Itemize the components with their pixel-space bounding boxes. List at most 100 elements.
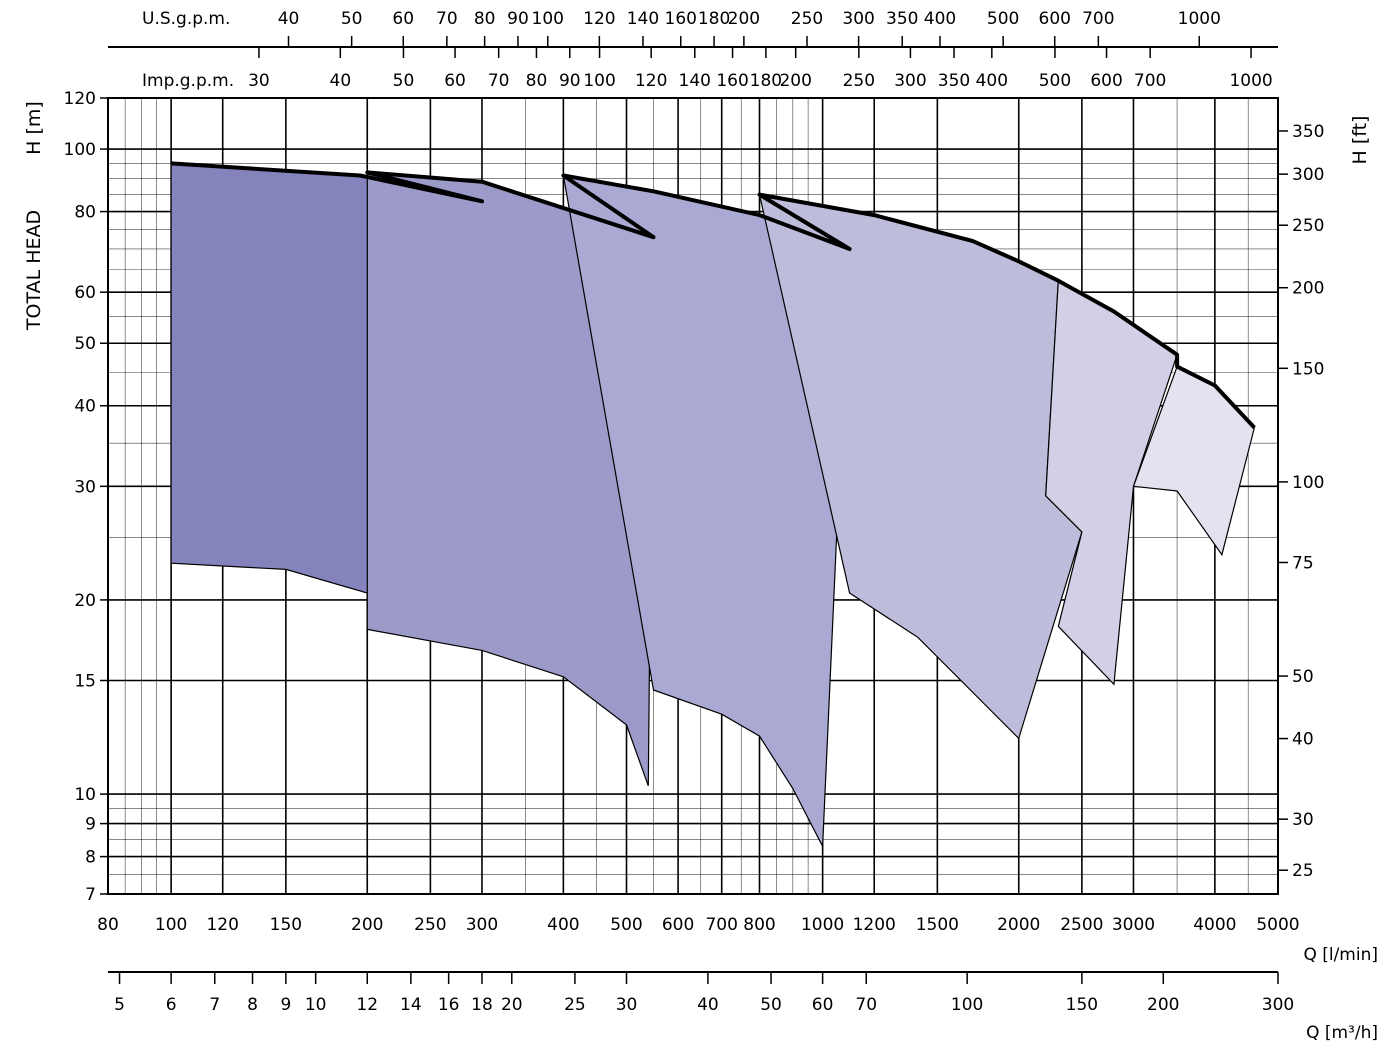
- x-usgpm-tick-label: 80: [474, 9, 496, 29]
- x-impgpm-tick-label: 50: [393, 71, 415, 91]
- x-main-tick-label: 3000: [1112, 915, 1155, 935]
- x-impgpm-tick-label: 140: [679, 71, 711, 91]
- x-m3h-tick-label: 70: [855, 995, 877, 1015]
- envelope-top-curve: [170, 161, 1256, 429]
- y-left-tick-label: 40: [74, 397, 96, 417]
- y-right-tick-label: 350: [1292, 122, 1324, 142]
- x-impgpm-tick-label: 120: [635, 71, 667, 91]
- x-usgpm-tick-label: 400: [924, 9, 956, 29]
- x-usgpm-tick-label: 50: [341, 9, 363, 29]
- x-m3h-tick-label: 14: [400, 995, 422, 1015]
- x-main-unit-label: Q [l/min]: [1303, 945, 1378, 965]
- x-usgpm-tick-label: 1000: [1178, 9, 1221, 29]
- x-m3h-tick-label: 7: [209, 995, 220, 1015]
- y-right-tick-label: 30: [1292, 810, 1314, 830]
- x-usgpm-tick-label: 250: [791, 9, 823, 29]
- y-left-tick-label: 15: [74, 672, 96, 692]
- x-m3h-tick-label: 50: [760, 995, 782, 1015]
- x-main-tick-label: 300: [466, 915, 498, 935]
- y-left-tick-label: 30: [74, 477, 96, 497]
- y-left-tick-label: 20: [74, 591, 96, 611]
- x-main-tick-label: 1000: [801, 915, 844, 935]
- y-right-tick-label: 100: [1292, 473, 1324, 493]
- y-right-tick-label: 150: [1292, 359, 1324, 379]
- x-main-tick-label: 150: [270, 915, 302, 935]
- y-left-tick-label: 80: [74, 203, 96, 223]
- x-impgpm-tick-label: 350: [938, 71, 970, 91]
- x-usgpm-tick-label: 700: [1082, 9, 1114, 29]
- y-axis-title: TOTAL HEAD: [23, 210, 45, 331]
- axes: 7 8 9 10 15 20 30 40 50 60 80 100 120 TOTAL HEAD H [m]…: [23, 9, 1378, 1043]
- x-impgpm-unit-label: Imp.g.p.m.: [142, 71, 234, 91]
- x-usgpm-tick-label: 200: [728, 9, 760, 29]
- x-usgpm-tick-label: 600: [1039, 9, 1071, 29]
- y-left-tick-label: 9: [85, 815, 96, 835]
- plot-frame: [107, 97, 1279, 895]
- y-left-tick-label: 50: [74, 334, 96, 354]
- x-m3h-tick-label: 300: [1262, 995, 1294, 1015]
- x-main-tick-label: 600: [662, 915, 694, 935]
- x-impgpm-tick-label: 180: [750, 71, 782, 91]
- x-impgpm-tick-label: 60: [444, 71, 466, 91]
- x-impgpm-tick-label: 40: [330, 71, 352, 91]
- y-right-unit-label: H [ft]: [1349, 116, 1371, 165]
- x-impgpm-tick-label: 90: [559, 71, 581, 91]
- y-left-tick-label: 10: [74, 785, 96, 805]
- x-m3h-tick-label: 6: [166, 995, 177, 1015]
- x-impgpm-tick-label: 400: [976, 71, 1008, 91]
- y-left-tick-label: 8: [85, 848, 96, 868]
- x-main-tick-label: 100: [155, 915, 187, 935]
- x-main-tick-label: 4000: [1193, 915, 1236, 935]
- x-usgpm-tick-label: 90: [507, 9, 529, 29]
- x-m3h-tick-label: 9: [280, 995, 291, 1015]
- x-main-tick-label: 1200: [853, 915, 896, 935]
- x-impgpm-tick-label: 700: [1134, 71, 1166, 91]
- x-usgpm-tick-label: 140: [627, 9, 659, 29]
- y-left-tick-label: 60: [74, 283, 96, 303]
- y-left-unit-label: H [m]: [23, 101, 45, 155]
- x-main-tick-label: 200: [351, 915, 383, 935]
- x-usgpm-tick-label: 60: [392, 9, 414, 29]
- y-left-tick-label: 100: [64, 140, 96, 160]
- y-right-tick-label: 75: [1292, 553, 1314, 573]
- x-usgpm-tick-label: 300: [842, 9, 874, 29]
- x-m3h-tick-label: 12: [356, 995, 378, 1015]
- x-m3h-tick-label: 5: [114, 995, 125, 1015]
- x-m3h-tick-label: 100: [951, 995, 983, 1015]
- y-right-tick-label: 50: [1292, 667, 1314, 687]
- x-m3h-tick-label: 60: [812, 995, 834, 1015]
- x-main-tick-label: 800: [743, 915, 775, 935]
- x-impgpm-tick-label: 500: [1039, 71, 1071, 91]
- x-m3h-tick-label: 25: [564, 995, 586, 1015]
- x-usgpm-tick-label: 70: [436, 9, 458, 29]
- x-impgpm-tick-label: 100: [583, 71, 615, 91]
- x-m3h-tick-label: 8: [247, 995, 258, 1015]
- x-main-tick-label: 400: [547, 915, 579, 935]
- x-usgpm-tick-label: 120: [583, 9, 615, 29]
- x-impgpm-tick-label: 30: [248, 71, 270, 91]
- y-left-tick-label: 120: [64, 89, 96, 109]
- x-impgpm-tick-label: 600: [1090, 71, 1122, 91]
- x-main-tick-label: 500: [610, 915, 642, 935]
- x-m3h-tick-label: 30: [616, 995, 638, 1015]
- y-right-tick-label: 40: [1292, 730, 1314, 750]
- x-main-tick-label: 2500: [1060, 915, 1103, 935]
- y-right-tick-label: 250: [1292, 216, 1324, 236]
- x-impgpm-tick-label: 250: [843, 71, 875, 91]
- x-m3h-tick-label: 16: [438, 995, 460, 1015]
- y-right-tick-label: 300: [1292, 165, 1324, 185]
- x-impgpm-tick-label: 80: [526, 71, 548, 91]
- y-right-tick-label: 25: [1292, 861, 1314, 881]
- x-impgpm-tick-label: 1000: [1229, 71, 1272, 91]
- x-usgpm-tick-label: 40: [278, 9, 300, 29]
- x-main-tick-label: 120: [206, 915, 238, 935]
- x-main-tick-label: 80: [97, 915, 119, 935]
- x-m3h-tick-label: 200: [1147, 995, 1179, 1015]
- x-usgpm-tick-label: 100: [532, 9, 564, 29]
- x-impgpm-tick-label: 200: [779, 71, 811, 91]
- y-right-tick-label: 200: [1292, 279, 1324, 299]
- x-usgpm-unit-label: U.S.g.p.m.: [142, 9, 230, 29]
- x-impgpm-tick-label: 300: [894, 71, 926, 91]
- x-m3h-tick-label: 150: [1066, 995, 1098, 1015]
